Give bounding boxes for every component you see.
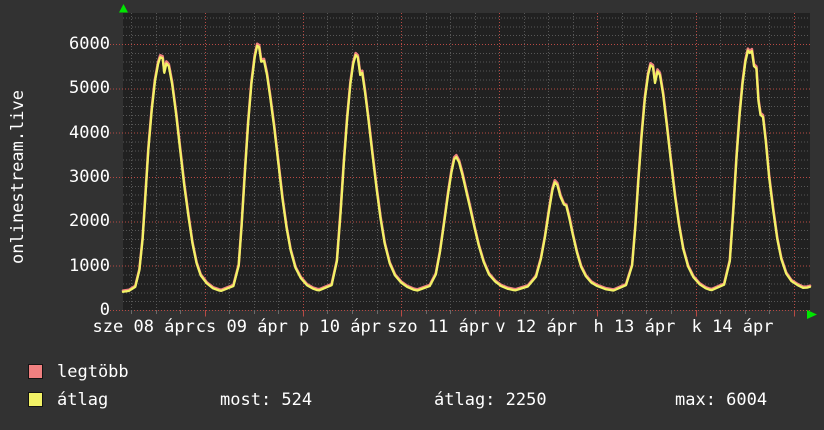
legend-row-avg: átlag most: 524 átlag: 2250 max: 6004 — [0, 390, 824, 410]
stat-most: most: 524 — [220, 390, 313, 410]
y-tick-label: 0 — [99, 300, 110, 320]
axis-arrow-up-icon — [119, 4, 128, 13]
x-tick-label: cs 09 ápr — [195, 317, 288, 337]
x-tick-label: k 14 ápr — [691, 317, 774, 337]
y-tick-label: 6000 — [69, 34, 110, 54]
y-tick-label: 5000 — [69, 78, 110, 99]
y-axis-title: onlinestream.live — [8, 90, 28, 264]
axis-arrow-right-icon — [807, 310, 817, 319]
stat-average: átlag: 2250 — [434, 390, 547, 410]
x-tick-label: v 12 ápr — [495, 317, 578, 337]
legend-label-avg: átlag — [57, 390, 109, 410]
legend-row-max: legtöbb — [0, 362, 824, 382]
stat-max: max: 6004 — [675, 390, 768, 410]
x-tick-label: sze 08 ápr — [92, 317, 195, 337]
y-tick-label: 2000 — [69, 211, 110, 232]
y-tick-label: 3000 — [69, 167, 110, 187]
plot-area — [123, 13, 810, 310]
x-tick-label: szo 11 ápr — [386, 317, 490, 337]
x-tick-label: p 10 ápr — [299, 317, 381, 337]
y-tick-label: 4000 — [69, 122, 110, 143]
legend-swatch-avg — [28, 392, 43, 407]
x-tick-label: h 13 ápr — [593, 317, 676, 337]
legend-swatch-max — [28, 364, 43, 379]
legend-label-max: legtöbb — [57, 362, 129, 382]
y-tick-label: 1000 — [69, 255, 110, 276]
